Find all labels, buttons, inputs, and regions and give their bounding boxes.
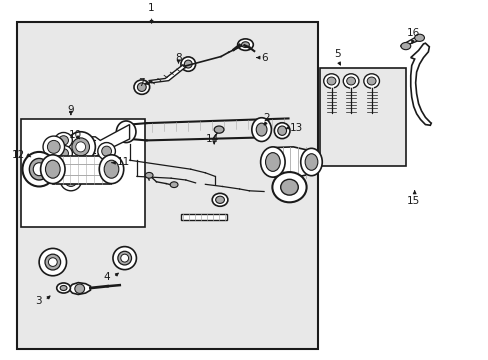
Text: 8: 8: [175, 53, 182, 63]
Ellipse shape: [145, 172, 153, 178]
Ellipse shape: [99, 155, 123, 184]
Ellipse shape: [363, 74, 379, 88]
Ellipse shape: [343, 74, 358, 88]
Ellipse shape: [346, 77, 355, 85]
Ellipse shape: [121, 254, 128, 262]
Polygon shape: [68, 283, 90, 294]
Text: 13: 13: [289, 123, 303, 133]
Ellipse shape: [41, 155, 65, 184]
Ellipse shape: [33, 163, 45, 176]
Text: 6: 6: [261, 53, 268, 63]
Ellipse shape: [47, 140, 60, 153]
Polygon shape: [53, 156, 111, 184]
Ellipse shape: [260, 147, 285, 177]
Text: 16: 16: [406, 28, 419, 38]
Ellipse shape: [116, 121, 136, 143]
Text: 4: 4: [103, 272, 110, 282]
Polygon shape: [148, 65, 185, 83]
Ellipse shape: [366, 77, 375, 85]
Polygon shape: [400, 37, 420, 47]
Polygon shape: [71, 125, 129, 157]
Ellipse shape: [265, 153, 280, 171]
Ellipse shape: [277, 126, 286, 135]
Ellipse shape: [60, 285, 67, 291]
Ellipse shape: [251, 118, 271, 141]
Ellipse shape: [75, 284, 84, 293]
Ellipse shape: [400, 42, 410, 50]
Text: 2: 2: [263, 113, 269, 123]
Text: 10: 10: [69, 130, 82, 140]
Ellipse shape: [118, 251, 131, 265]
Text: 12: 12: [12, 150, 25, 160]
Text: 5: 5: [333, 49, 340, 59]
Ellipse shape: [305, 154, 317, 170]
Ellipse shape: [272, 172, 306, 202]
Ellipse shape: [280, 179, 298, 195]
Ellipse shape: [326, 77, 335, 85]
Bar: [320, 68, 405, 166]
Ellipse shape: [59, 149, 68, 158]
Ellipse shape: [104, 160, 119, 178]
Ellipse shape: [65, 162, 77, 173]
Ellipse shape: [98, 143, 115, 160]
Ellipse shape: [22, 152, 56, 186]
Bar: [20, 119, 145, 227]
Ellipse shape: [215, 196, 224, 203]
Ellipse shape: [64, 174, 77, 186]
Ellipse shape: [237, 39, 253, 50]
Ellipse shape: [72, 138, 89, 156]
Bar: [17, 22, 317, 349]
Ellipse shape: [113, 247, 136, 270]
Polygon shape: [272, 147, 312, 178]
Ellipse shape: [57, 283, 70, 293]
Ellipse shape: [76, 142, 85, 152]
Ellipse shape: [43, 136, 64, 158]
Text: 9: 9: [67, 105, 74, 115]
Ellipse shape: [256, 123, 266, 136]
Text: 15: 15: [406, 196, 419, 206]
Ellipse shape: [60, 157, 81, 177]
Ellipse shape: [137, 83, 146, 91]
Text: 11: 11: [116, 157, 129, 167]
Text: 1: 1: [148, 3, 155, 13]
Polygon shape: [181, 214, 227, 220]
Ellipse shape: [45, 160, 60, 178]
Ellipse shape: [55, 145, 72, 161]
Polygon shape: [410, 43, 430, 125]
Ellipse shape: [45, 254, 61, 270]
Ellipse shape: [59, 136, 68, 145]
Ellipse shape: [29, 158, 49, 180]
Ellipse shape: [170, 182, 178, 188]
Ellipse shape: [323, 74, 339, 88]
Ellipse shape: [66, 132, 95, 162]
Ellipse shape: [184, 60, 192, 68]
Ellipse shape: [241, 42, 249, 48]
Ellipse shape: [60, 169, 81, 191]
Ellipse shape: [214, 126, 224, 133]
Ellipse shape: [134, 80, 149, 94]
Ellipse shape: [212, 193, 227, 206]
Ellipse shape: [414, 34, 424, 41]
Ellipse shape: [300, 148, 322, 176]
Ellipse shape: [102, 146, 111, 156]
Ellipse shape: [55, 132, 72, 148]
Ellipse shape: [39, 248, 66, 276]
Text: 3: 3: [35, 296, 41, 306]
Ellipse shape: [48, 258, 57, 266]
Text: 7: 7: [137, 78, 144, 88]
Ellipse shape: [181, 57, 195, 71]
Ellipse shape: [274, 123, 289, 139]
Text: 14: 14: [205, 134, 219, 144]
